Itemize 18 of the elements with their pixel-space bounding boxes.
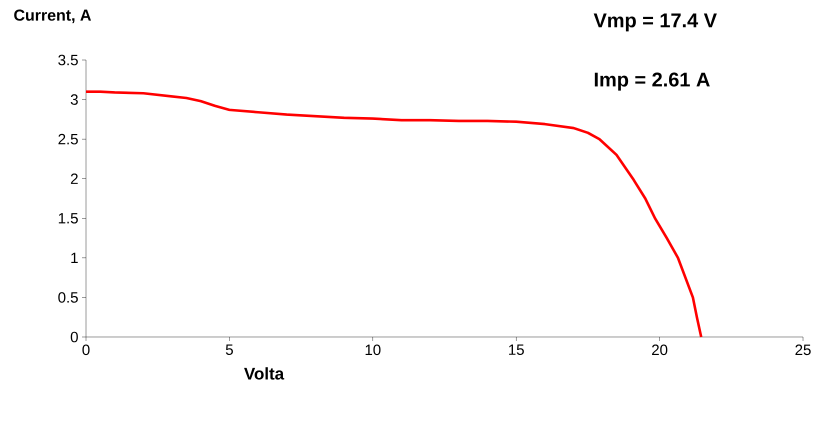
y-tick-label: 0 (70, 332, 78, 342)
annotation: Imp = 2.61 A (594, 72, 710, 91)
y-tick-label: 2.5 (58, 134, 78, 144)
y-tick-label: 1 (71, 252, 78, 263)
x-tick-label: 20 (652, 344, 668, 356)
y-tick-label: 3 (70, 94, 78, 105)
y-tick-label: 2 (70, 173, 78, 184)
y-tick-label: 1.5 (58, 213, 78, 224)
text: Vmp = 17.4 V (594, 14, 717, 32)
x-tick-label: 5 (226, 344, 233, 355)
x-tick-label: 25 (795, 344, 811, 356)
y-tick-label: 0.5 (58, 292, 78, 303)
y-axis-title: Current, A (14, 10, 92, 24)
x-axis-title: Volta (244, 367, 284, 380)
x-tick-label: 0 (82, 344, 90, 356)
x-tick-label: 15 (509, 344, 524, 355)
y-tick-label: 3.5 (58, 54, 78, 66)
x-tick-label: 10 (366, 344, 381, 356)
